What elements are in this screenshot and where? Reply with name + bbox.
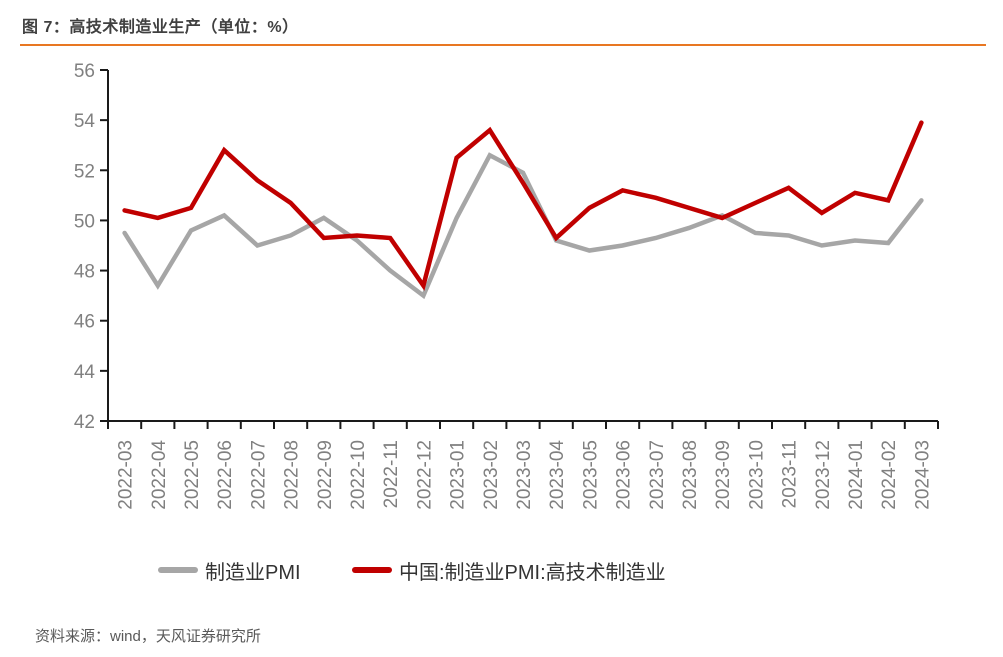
legend-item-hightech-pmi: 中国:制造业PMI:高技术制造业	[352, 558, 666, 584]
series-line-0	[122, 152, 924, 300]
y-axis-label: 42	[74, 412, 95, 433]
x-axis-label: 2022-09	[315, 440, 336, 510]
legend-line-sample-red	[352, 567, 392, 573]
y-axis-label: 54	[74, 111, 96, 132]
x-axis-label: 2022-05	[182, 440, 203, 510]
x-axis-label: 2022-08	[282, 440, 303, 510]
y-axis-label: 46	[74, 312, 95, 333]
legend-label-manufacturing-pmi: 制造业PMI	[205, 561, 301, 584]
x-axis-label: 2023-12	[813, 440, 834, 510]
x-axis-label: 2023-01	[448, 440, 469, 510]
legend: 制造业PMI 中国:制造业PMI:高技术制造业	[0, 556, 1003, 590]
y-axis-label: 56	[74, 61, 95, 82]
x-axis-label: 2022-04	[149, 440, 170, 510]
x-axis-label: 2024-02	[879, 440, 900, 510]
x-axis-label: 2022-11	[381, 440, 402, 508]
x-axis-label: 2022-10	[348, 440, 369, 510]
x-axis-label: 2023-02	[481, 440, 502, 510]
x-axis-label: 2023-06	[614, 440, 635, 510]
chart-title: 图 7：高技术制造业生产（单位：%）	[22, 19, 299, 36]
x-axis-label: 2022-07	[248, 440, 269, 510]
x-axis-label: 2022-12	[414, 440, 435, 510]
y-axis-label: 48	[74, 262, 95, 283]
x-axis-label: 2023-07	[647, 440, 668, 510]
y-axis-label: 52	[74, 161, 95, 182]
series-line-1	[122, 120, 924, 291]
x-axis-label: 2024-03	[912, 440, 933, 510]
legend-item-manufacturing-pmi: 制造业PMI	[158, 558, 301, 584]
x-axis-label: 2023-08	[680, 440, 701, 510]
y-axis-label: 50	[74, 211, 95, 232]
source-note: 资料来源：wind，天风证券研究所	[35, 628, 261, 645]
y-axis-label: 44	[74, 362, 96, 383]
x-axis-label: 2023-09	[713, 440, 734, 510]
x-axis-label: 2023-03	[514, 440, 535, 510]
x-axis-label: 2024-01	[846, 440, 867, 510]
legend-label-hightech-pmi: 中国:制造业PMI:高技术制造业	[399, 561, 666, 584]
title-underline-rule	[20, 44, 986, 46]
x-axis-label: 2023-04	[547, 440, 568, 510]
x-axis-label: 2023-11	[780, 440, 801, 508]
x-axis-label: 2022-06	[215, 440, 236, 510]
x-axis-label: 2023-05	[580, 440, 601, 510]
x-axis-label: 2022-03	[116, 440, 137, 510]
x-axis-label: 2023-10	[746, 440, 767, 510]
line-chart-plot: 42 44 46 48 50 52 54 56 2022-03 2022-04 2022-05 202…	[74, 61, 939, 510]
legend-line-sample-gray	[158, 567, 198, 573]
